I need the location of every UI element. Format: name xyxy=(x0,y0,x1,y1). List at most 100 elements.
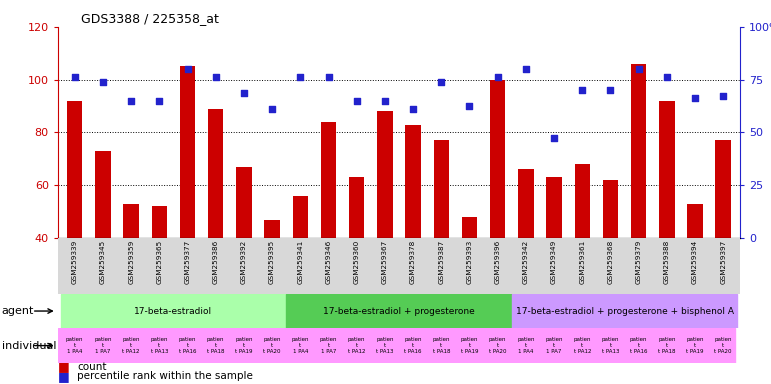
Text: GSM259360: GSM259360 xyxy=(354,240,360,284)
Point xyxy=(661,74,673,80)
Text: patien
t
1 PA7: patien t 1 PA7 xyxy=(94,337,112,354)
Point xyxy=(97,79,109,85)
Text: agent: agent xyxy=(2,306,34,316)
Text: patien
t
1 PA4: patien t 1 PA4 xyxy=(291,337,309,354)
Bar xyxy=(152,207,167,238)
Bar xyxy=(715,141,731,238)
Text: patien
t
t PA20: patien t t PA20 xyxy=(715,337,732,354)
Text: GSM259392: GSM259392 xyxy=(241,240,247,284)
Point xyxy=(491,74,503,80)
Text: 17-beta-estradiol + progesterone + bisphenol A: 17-beta-estradiol + progesterone + bisph… xyxy=(516,306,733,316)
Text: percentile rank within the sample: percentile rank within the sample xyxy=(77,371,253,381)
Bar xyxy=(512,294,737,328)
Bar xyxy=(631,64,646,238)
Bar xyxy=(547,177,562,238)
Text: patien
t
t PA13: patien t t PA13 xyxy=(150,337,168,354)
Text: patien
t
t PA18: patien t t PA18 xyxy=(658,337,675,354)
Text: GSM259359: GSM259359 xyxy=(128,240,134,284)
Bar xyxy=(518,169,534,238)
Text: patien
t
t PA18: patien t t PA18 xyxy=(207,337,224,354)
Text: patien
t
1 PA7: patien t 1 PA7 xyxy=(545,337,563,354)
Text: patien
t
t PA20: patien t t PA20 xyxy=(489,337,507,354)
Text: patien
t
t PA19: patien t t PA19 xyxy=(686,337,704,354)
Text: GSM259379: GSM259379 xyxy=(635,240,641,284)
Bar xyxy=(659,101,675,238)
Bar xyxy=(61,294,286,328)
Text: GSM259367: GSM259367 xyxy=(382,240,388,284)
Text: patien
t
1 PA7: patien t 1 PA7 xyxy=(320,337,337,354)
Text: patien
t
t PA12: patien t t PA12 xyxy=(348,337,365,354)
Point xyxy=(125,98,137,104)
Point xyxy=(632,66,645,72)
Text: patien
t
t PA12: patien t t PA12 xyxy=(574,337,591,354)
Text: GSM259388: GSM259388 xyxy=(664,240,670,284)
Bar xyxy=(687,204,703,238)
Text: count: count xyxy=(77,362,106,372)
Text: 17-beta-estradiol: 17-beta-estradiol xyxy=(134,306,213,316)
Bar xyxy=(433,141,449,238)
Point xyxy=(181,66,194,72)
Bar xyxy=(286,294,512,328)
Text: GSM259339: GSM259339 xyxy=(72,240,78,284)
Text: GSM259346: GSM259346 xyxy=(325,240,332,284)
Text: patien
t
1 PA4: patien t 1 PA4 xyxy=(517,337,534,354)
Bar xyxy=(95,151,111,238)
Text: patien
t
t PA19: patien t t PA19 xyxy=(461,337,478,354)
Bar xyxy=(574,164,590,238)
Text: patien
t
t PA13: patien t t PA13 xyxy=(601,337,619,354)
Bar xyxy=(58,238,740,294)
Text: GSM259387: GSM259387 xyxy=(438,240,444,284)
Point xyxy=(237,90,250,96)
Bar xyxy=(462,217,477,238)
Point xyxy=(435,79,447,85)
Point xyxy=(463,103,476,109)
Text: patien
t
1 PA4: patien t 1 PA4 xyxy=(66,337,83,354)
Text: GSM259365: GSM259365 xyxy=(157,240,163,284)
Bar xyxy=(321,122,336,238)
Bar xyxy=(603,180,618,238)
Text: GSM259397: GSM259397 xyxy=(720,240,726,284)
Point xyxy=(604,87,617,93)
Point xyxy=(210,74,222,80)
Text: GSM259395: GSM259395 xyxy=(269,240,275,284)
Point xyxy=(576,87,588,93)
Text: GSM259361: GSM259361 xyxy=(579,240,585,284)
Bar xyxy=(236,167,251,238)
Bar xyxy=(292,196,308,238)
Point xyxy=(266,106,278,112)
Text: GDS3388 / 225358_at: GDS3388 / 225358_at xyxy=(81,12,219,25)
Point xyxy=(351,98,363,104)
Text: GSM259378: GSM259378 xyxy=(410,240,416,284)
Bar xyxy=(264,220,280,238)
Text: patien
t
t PA18: patien t t PA18 xyxy=(433,337,450,354)
Text: GSM259396: GSM259396 xyxy=(495,240,500,284)
Text: GSM259393: GSM259393 xyxy=(466,240,473,284)
Bar xyxy=(208,109,224,238)
Bar xyxy=(180,66,195,238)
Text: GSM259345: GSM259345 xyxy=(100,240,106,284)
Text: GSM259342: GSM259342 xyxy=(523,240,529,284)
Text: 17-beta-estradiol + progesterone: 17-beta-estradiol + progesterone xyxy=(323,306,475,316)
Text: patien
t
t PA16: patien t t PA16 xyxy=(404,337,422,354)
Text: GSM259377: GSM259377 xyxy=(184,240,190,284)
Point xyxy=(322,74,335,80)
Text: GSM259368: GSM259368 xyxy=(608,240,614,284)
Point xyxy=(520,66,532,72)
Text: GSM259394: GSM259394 xyxy=(692,240,698,284)
Text: patien
t
t PA16: patien t t PA16 xyxy=(179,337,197,354)
Text: ■: ■ xyxy=(58,360,69,373)
Point xyxy=(407,106,419,112)
Bar xyxy=(377,111,392,238)
Text: patien
t
t PA19: patien t t PA19 xyxy=(235,337,253,354)
Bar xyxy=(349,177,365,238)
Point xyxy=(717,93,729,99)
Text: ■: ■ xyxy=(58,370,69,383)
Bar xyxy=(406,124,421,238)
Point xyxy=(548,135,561,141)
Text: GSM259349: GSM259349 xyxy=(551,240,557,284)
Point xyxy=(153,98,166,104)
Text: patien
t
t PA16: patien t t PA16 xyxy=(630,337,648,354)
Bar xyxy=(67,101,82,238)
Text: patien
t
t PA12: patien t t PA12 xyxy=(123,337,140,354)
Bar xyxy=(490,79,506,238)
